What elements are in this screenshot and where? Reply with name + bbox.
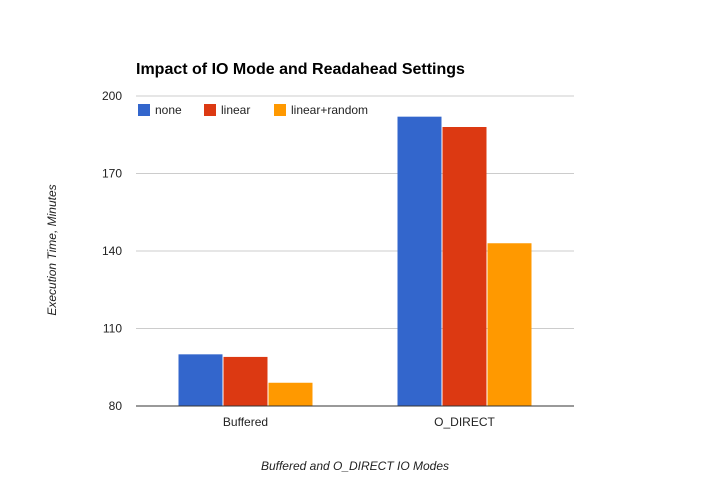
y-axis-ticks: 80 110 140 170 200	[102, 89, 122, 413]
bar-linear-o-direct	[442, 127, 487, 406]
legend-swatch	[274, 104, 286, 116]
legend-label: none	[155, 103, 182, 117]
bar-linear-random-buffered	[268, 382, 313, 406]
y-tick-label: 200	[102, 89, 122, 103]
y-tick-label: 140	[102, 244, 122, 258]
y-tick-label: 80	[109, 399, 123, 413]
y-tick-label: 170	[102, 167, 122, 181]
bar-linear-buffered	[223, 356, 268, 406]
y-axis-title: Execution Time, Minutes	[45, 184, 59, 315]
bar-linear-random-o-direct	[487, 243, 532, 406]
bar-none-buffered	[178, 354, 223, 406]
chart-title: Impact of IO Mode and Readahead Settings	[136, 61, 465, 78]
legend-label: linear+random	[291, 103, 368, 117]
legend-swatch	[204, 104, 216, 116]
x-tick-label: Buffered	[223, 415, 268, 429]
legend-label: linear	[221, 103, 250, 117]
y-tick-label: 110	[103, 322, 122, 336]
x-axis-ticks: Buffered O_DIRECT	[223, 415, 496, 429]
legend: none linear linear+random	[138, 103, 368, 117]
legend-swatch	[138, 104, 150, 116]
x-axis-title: Buffered and O_DIRECT IO Modes	[261, 459, 449, 473]
bars	[178, 116, 532, 407]
bar-none-o-direct	[397, 116, 442, 407]
x-tick-label: O_DIRECT	[434, 415, 495, 429]
